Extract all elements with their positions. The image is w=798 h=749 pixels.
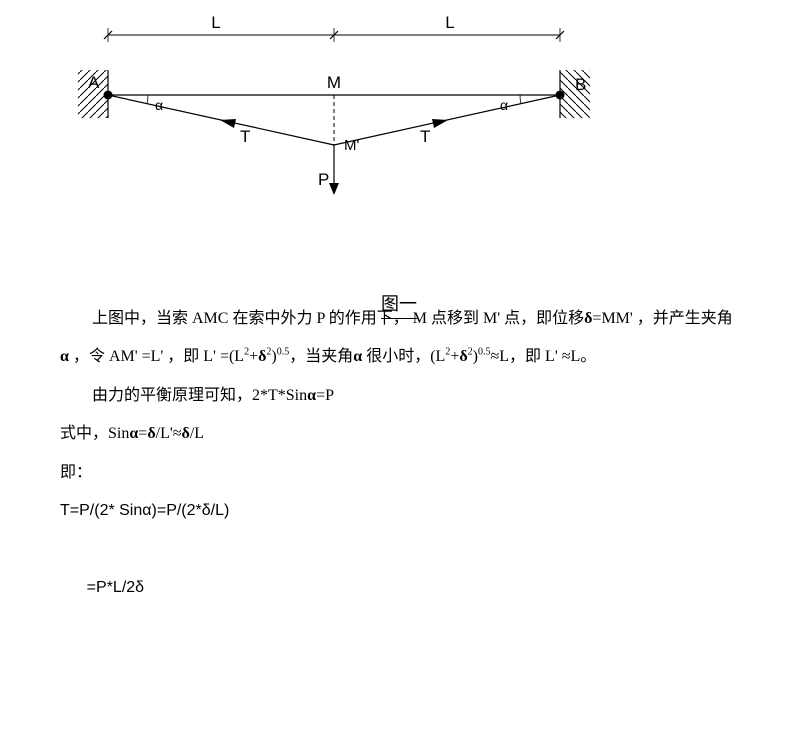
p6-delta: δ: [135, 579, 144, 596]
figure-caption: 图一: [381, 290, 417, 319]
p3-c: /L'≈: [156, 425, 182, 442]
p5-c: /L): [211, 502, 230, 519]
p3-d: /L: [190, 425, 204, 442]
p1-g: 很小时，(L: [362, 348, 445, 365]
cable-diagram: L L A B M M' α α T: [0, 0, 798, 280]
label-L-left: L: [211, 13, 220, 32]
diagram-svg: L L A B M M' α α T: [0, 0, 798, 280]
p3-delta-1: δ: [147, 425, 155, 442]
paragraph-2: 由力的平衡原理可知，2*T*Sinα=P: [60, 377, 738, 415]
force-P-arrow: [329, 183, 339, 195]
label-alpha-right: α: [500, 97, 508, 113]
p2-b: =P: [316, 387, 334, 404]
p3-alpha: α: [129, 425, 138, 442]
label-P: P: [318, 170, 329, 189]
arrow-T-left: [220, 119, 236, 128]
p6-a: =P*L/2: [78, 579, 135, 596]
p5-a: T=P/(2* Sin: [60, 502, 142, 519]
label-alpha-left: α: [155, 97, 163, 113]
label-L-right: L: [445, 13, 454, 32]
angle-arc-right: [520, 95, 521, 104]
p1-c: ，令 AM' =L' ，即 L' =(L: [69, 348, 244, 365]
paragraph-4: 即：: [60, 454, 738, 492]
p5-b: )=P/(2*: [152, 502, 202, 519]
p1-d: +: [249, 348, 258, 365]
p3-a: 式中，Sin: [60, 425, 129, 442]
p5-alpha: α: [142, 502, 151, 519]
p1-j: ≈L，即 L' ≈L。: [490, 348, 596, 365]
p3-delta-2: δ: [182, 425, 190, 442]
label-M-prime: M': [344, 137, 359, 154]
p1-sup3: 0.5: [277, 347, 290, 358]
p5-delta: δ: [202, 502, 211, 519]
angle-arc-left: [147, 95, 148, 104]
label-A: A: [88, 73, 100, 92]
p1-h: +: [450, 348, 459, 365]
p1-sup6: 0.5: [478, 347, 491, 358]
p2-a: 由力的平衡原理可知，2*T*Sin: [92, 387, 307, 404]
arrow-T-right: [432, 119, 448, 128]
label-M: M: [327, 73, 341, 92]
paragraph-6: =P*L/2δ: [60, 530, 738, 645]
figure-caption-container: 图一: [0, 290, 798, 319]
label-T-left: T: [240, 127, 250, 146]
p1-delta-3: δ: [459, 348, 467, 365]
p1-f: ，当夹角: [289, 348, 353, 365]
label-T-right: T: [420, 127, 430, 146]
paragraph-3: 式中，Sinα=δ/L'≈δ/L: [60, 415, 738, 453]
text-content: 上图中，当索 AMC 在索中外力 P 的作用下， M 点移到 M' 点，即位移δ…: [0, 280, 798, 666]
paragraph-5: T=P/(2* Sinα)=P/(2*δ/L): [60, 492, 738, 530]
p1-alpha-1: α: [60, 348, 69, 365]
p2-alpha: α: [307, 387, 316, 404]
label-B: B: [575, 75, 586, 94]
p1-alpha-2: α: [353, 348, 362, 365]
p3-b: =: [138, 425, 147, 442]
